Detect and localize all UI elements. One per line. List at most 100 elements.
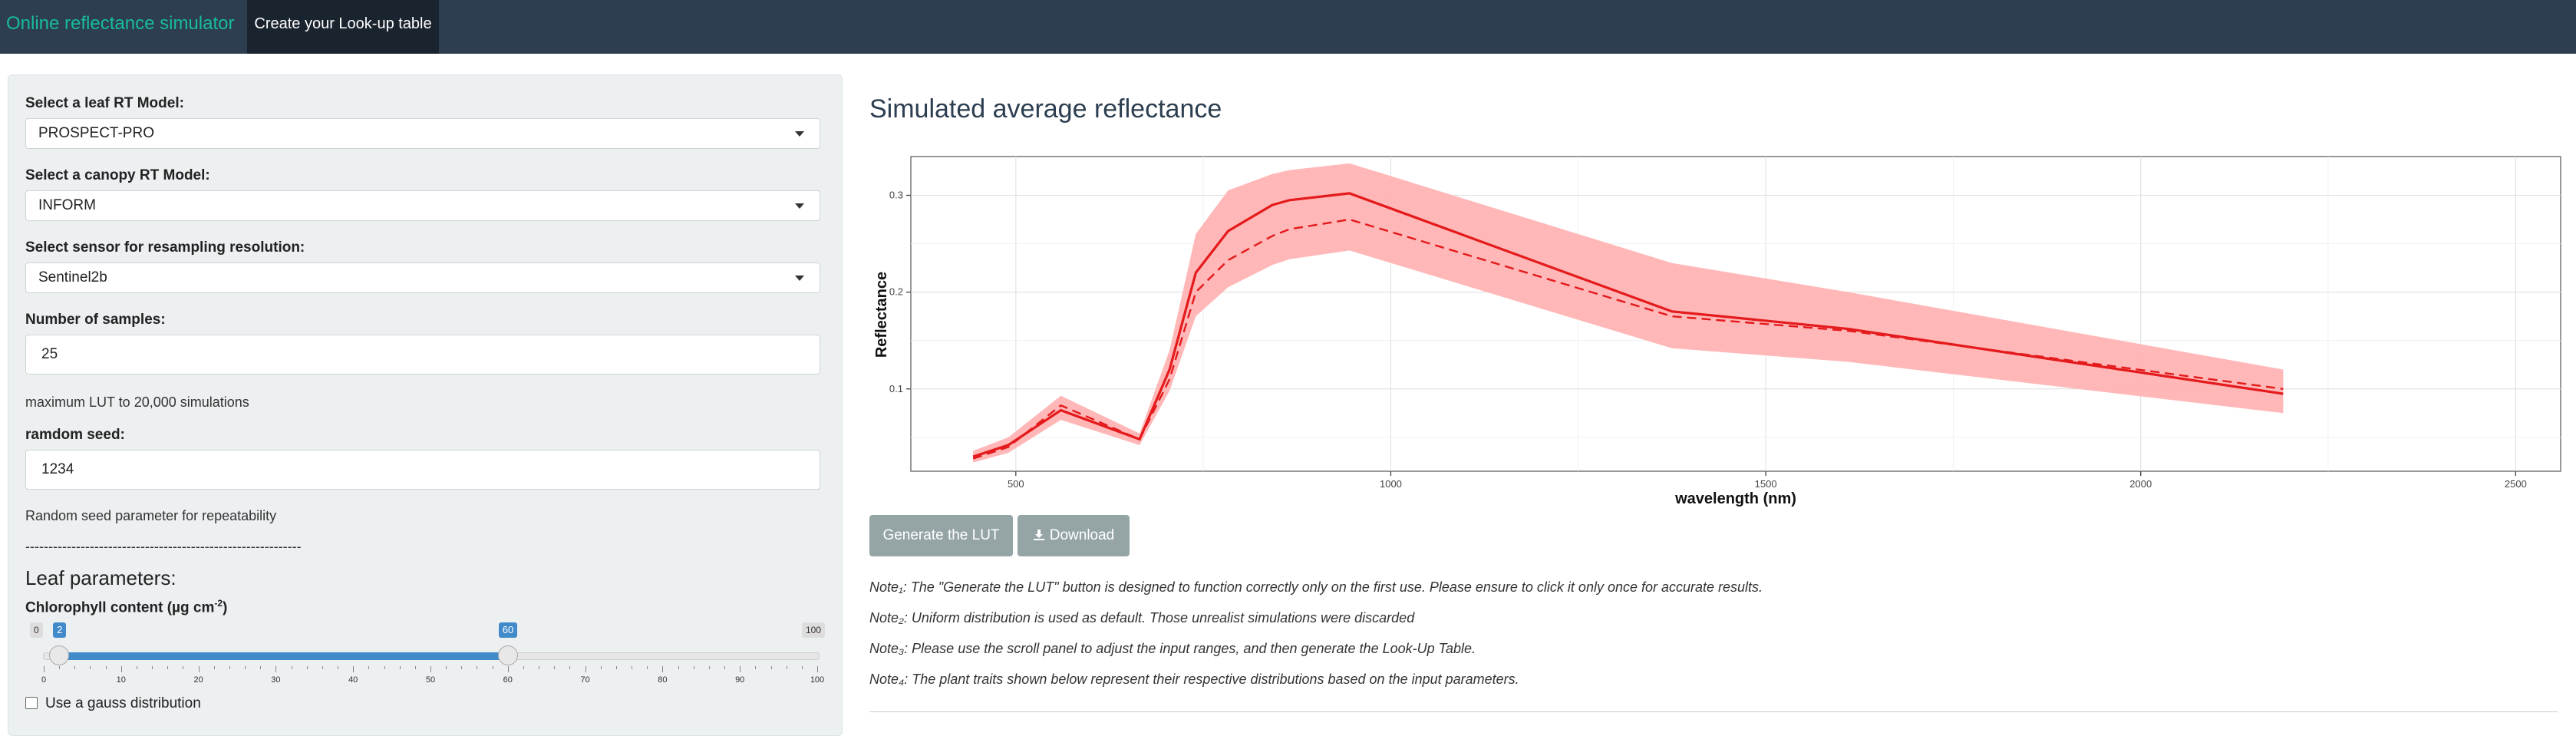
main-divider	[869, 711, 2558, 712]
slider-minor-tick	[90, 666, 91, 669]
seed-input[interactable]: 1234	[25, 450, 820, 490]
x-tick-label: 2500	[2505, 478, 2527, 490]
slider-tick-label: 30	[271, 675, 281, 685]
slider-tick-label: 40	[348, 675, 358, 685]
seed-help-text: Random seed parameter for repeatability	[25, 508, 277, 523]
note-2: Note₂: Uniform distribution is used as d…	[869, 610, 1415, 625]
leaf-model-select[interactable]: PROSPECT-PRO	[25, 118, 820, 149]
leaf-model-label: Select a leaf RT Model:	[25, 95, 184, 111]
slider-tick	[507, 666, 509, 672]
y-axis-ticks: 0.1 0.2 0.3	[889, 189, 911, 394]
slider-tick-label: 100	[810, 675, 825, 685]
chevron-down-icon	[795, 276, 804, 281]
slider-tick	[275, 666, 277, 672]
slider-minor-tick	[801, 666, 803, 669]
slider-minor-tick	[554, 666, 556, 669]
slider-minor-tick	[399, 666, 401, 669]
canopy-model-label: Select a canopy RT Model:	[25, 167, 210, 183]
download-icon	[1033, 530, 1044, 540]
download-button-label: Download	[1049, 527, 1115, 543]
x-axis-label: wavelength (nm)	[1674, 490, 1796, 507]
navbar: Online reflectance simulator Create your…	[0, 0, 2576, 54]
slider-from-value: 2	[53, 622, 67, 638]
generate-lut-button[interactable]: Generate the LUT	[869, 515, 1013, 556]
seed-value: 1234	[41, 461, 74, 477]
y-axis-label: Reflectance	[873, 272, 890, 358]
slider-minor-tick	[322, 666, 323, 669]
slider-minor-tick	[647, 666, 648, 669]
slider-minor-tick	[755, 666, 757, 669]
slider-minor-tick	[152, 666, 153, 669]
slider-to-handle[interactable]	[497, 645, 518, 665]
slider-minor-tick	[59, 666, 61, 669]
slider-minor-tick	[615, 666, 617, 669]
slider-minor-tick	[678, 666, 679, 669]
slider-tick-label: 50	[425, 675, 436, 685]
slider-minor-tick	[229, 666, 230, 669]
slider-selected-range	[59, 652, 508, 660]
x-axis-ticks: 500 1000 1500 2000 2500	[1008, 471, 2527, 490]
samples-help-text: maximum LUT to 20,000 simulations	[25, 394, 249, 410]
tab-create-lut[interactable]: Create your Look-up table	[247, 0, 439, 54]
canopy-model-value: INFORM	[38, 197, 96, 213]
seed-label: ramdom seed:	[25, 427, 125, 443]
x-tick-label: 1000	[1380, 478, 1402, 490]
slider-minor-tick	[770, 666, 772, 669]
y-tick-label: 0.1	[889, 383, 903, 394]
slider-to-value: 60	[498, 622, 518, 638]
chlorophyll-label-text: Chlorophyll content (µg cm	[25, 599, 215, 616]
download-button[interactable]: Download	[1018, 515, 1130, 556]
gauss-distribution-label: Use a gauss distribution	[45, 695, 201, 711]
median-reflectance-line	[972, 218, 2284, 460]
y-tick-label: 0.3	[889, 189, 903, 200]
slider-minor-tick	[213, 666, 215, 669]
slider-minor-tick	[260, 666, 262, 669]
slider-max-label: 100	[802, 622, 826, 638]
gauss-distribution-checkbox[interactable]: Use a gauss distribution	[25, 695, 201, 712]
samples-input[interactable]: 25	[25, 335, 820, 375]
sensor-value: Sentinel2b	[38, 269, 107, 285]
leaf-parameters-heading: Leaf parameters:	[25, 566, 176, 589]
slider-minor-tick	[523, 666, 524, 669]
slider-minor-tick	[708, 666, 710, 669]
chevron-down-icon	[795, 131, 804, 137]
slider-from-handle[interactable]	[49, 645, 70, 665]
note-3: Note₃: Please use the scroll panel to ad…	[869, 641, 1476, 656]
slider-minor-tick	[414, 666, 416, 669]
slider-minor-tick	[167, 666, 169, 669]
x-tick-label: 1500	[1755, 478, 1777, 490]
y-tick-label: 0.2	[889, 286, 903, 298]
note-1: Note₁: The "Generate the LUT" button is …	[869, 579, 1763, 595]
x-tick-label: 2000	[2129, 478, 2152, 490]
sensor-select[interactable]: Sentinel2b	[25, 262, 820, 293]
leaf-model-value: PROSPECT-PRO	[38, 125, 154, 141]
checkbox-icon[interactable]	[25, 697, 38, 709]
slider-tick	[817, 666, 818, 672]
note-4: Note₄: The plant traits shown below repr…	[869, 672, 1519, 687]
slider-minor-tick	[446, 666, 447, 669]
app-brand[interactable]: Online reflectance simulator	[6, 13, 235, 34]
slider-tick-label: 10	[116, 675, 126, 685]
plot-title: Simulated average reflectance	[869, 94, 1222, 124]
slider-minor-tick	[245, 666, 246, 669]
separator-text: ----------------------------------------…	[25, 539, 302, 554]
slider-tick-label: 70	[580, 675, 590, 685]
chlorophyll-label: Chlorophyll content (µg cm-2)	[25, 598, 227, 616]
slider-tick-label: 0	[41, 675, 47, 685]
chlorophyll-label-end: )	[223, 599, 228, 616]
slider-minor-tick	[74, 666, 76, 669]
sidebar-panel: Select a leaf RT Model: PROSPECT-PRO Sel…	[8, 74, 843, 736]
slider-minor-tick	[569, 666, 571, 669]
slider-tick	[44, 666, 45, 672]
canopy-model-select[interactable]: INFORM	[25, 190, 820, 221]
chlorophyll-label-sup: -2	[214, 598, 223, 609]
reflectance-uncertainty-band	[973, 163, 2284, 463]
reflectance-plot: 500 1000 1500 2000 2500 0.1 0.2 0.3 wavelength…	[873, 156, 2561, 507]
slider-tick	[430, 666, 431, 672]
slider-minor-tick	[600, 666, 602, 669]
slider-minor-tick	[724, 666, 726, 669]
slider-tick-label: 80	[658, 675, 668, 685]
chlorophyll-range-slider[interactable]: 0 100 2 60 0 10 20 30 40 50 60 70 80 90 100	[30, 620, 826, 689]
chevron-down-icon	[795, 203, 804, 209]
slider-tick	[198, 666, 200, 672]
